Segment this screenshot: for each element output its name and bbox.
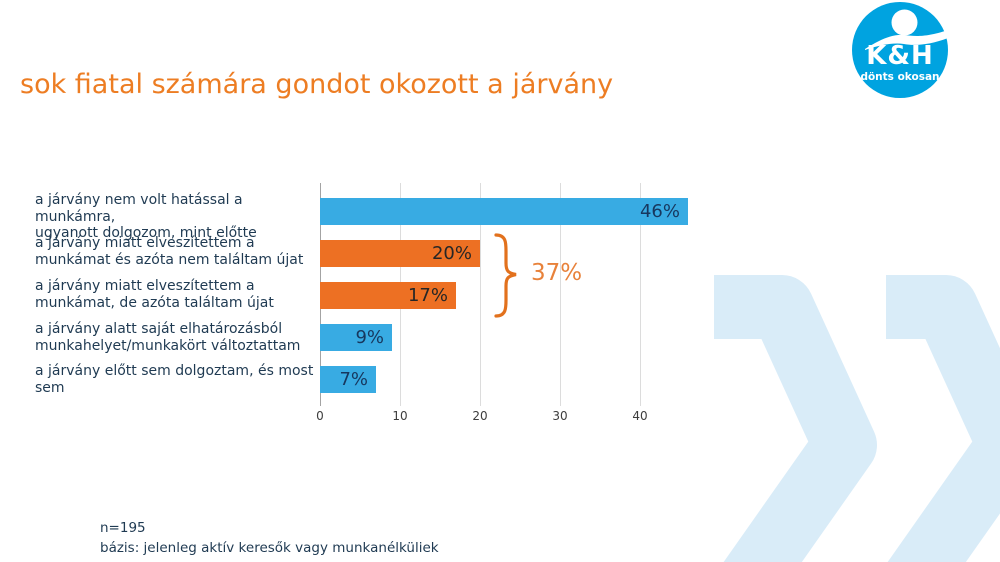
gridline [639,183,641,406]
brace-annotation-icon [494,233,517,318]
chevron-shape-1 [714,275,877,562]
x-tick-label: 20 [472,409,488,423]
category-label: a járvány nem volt hatással a munkámra, … [35,192,257,241]
category-label: a járvány alatt saját elhatározásból mun… [35,321,301,354]
bar-value-label: 20% [431,243,472,264]
bar-value-label: 7% [339,369,368,390]
x-tick-label: 40 [632,409,648,423]
kh-logo-figure-icon [865,9,948,50]
x-tick-label: 10 [392,409,408,423]
x-tick-label: 0 [316,409,324,423]
bar: 17% [320,282,456,309]
kh-logo-tagline: dönts okosan [860,71,940,83]
bar-value-label: 9% [355,327,384,348]
basis-note: bázis: jelenleg aktív keresők vagy munka… [100,540,439,556]
sample-size-note: n=195 [100,520,146,536]
chevron-shape-2 [886,275,1000,562]
category-label: a járvány miatt elveszítettem a munkámat… [35,278,274,311]
kh-logo: K&H dönts okosan [852,2,948,98]
gridline [479,183,481,406]
category-label: a járvány előtt sem dolgoztam, és most s… [35,363,314,396]
category-label: a járvány miatt elveszítettem a munkámat… [35,235,304,268]
kh-logo-brand-text: K&H [866,41,934,71]
bar: 9% [320,324,392,351]
page-title: sok fiatal számára gondot okozott a járv… [20,69,614,100]
bar-value-label: 46% [639,201,680,222]
x-tick-label: 30 [552,409,568,423]
bar-value-label: 17% [407,285,448,306]
gridline [559,183,561,406]
bar: 20% [320,240,480,267]
annotation-37-percent: 37% [531,260,583,286]
bar: 46% [320,198,688,225]
bar: 7% [320,366,376,393]
